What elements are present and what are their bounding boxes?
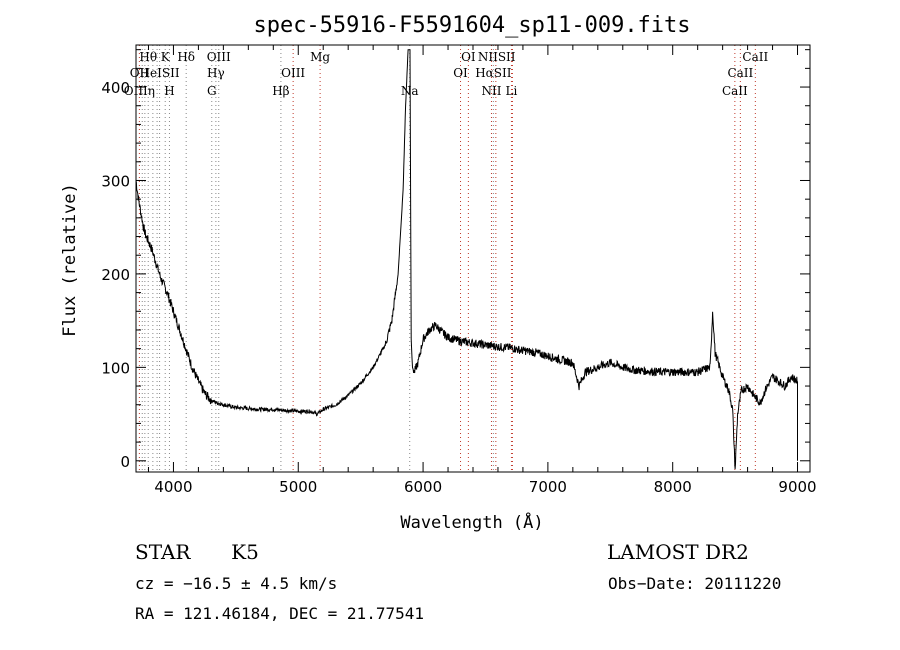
redshift-velocity: cz = −16.5 ± 4.5 km/s <box>135 574 338 593</box>
survey-name: LAMOST DR2 <box>607 540 749 564</box>
y-tick-label: 0 <box>120 453 130 471</box>
x-tick-label: 9000 <box>778 478 816 496</box>
object-class-value: STAR <box>135 540 191 564</box>
marker-label: Hθ <box>139 50 157 64</box>
marker-label: CaII <box>742 50 768 64</box>
object-class: STAR K5 <box>135 540 259 564</box>
coordinates: RA = 121.46184, DEC = 21.77541 <box>135 604 424 623</box>
marker-label: K <box>161 50 171 64</box>
marker-label: Li <box>506 84 518 98</box>
object-subclass: K5 <box>231 540 259 564</box>
marker-label: G <box>207 84 217 98</box>
y-axis-label: Flux (relative) <box>60 183 80 337</box>
marker-label: CaII <box>727 66 753 80</box>
observation-date: Obs−Date: 20111220 <box>608 574 782 593</box>
series-line <box>135 49 798 470</box>
y-axis: 0 100 200 300 400 <box>101 49 810 471</box>
marker-label: OIII <box>281 66 305 80</box>
x-axis: 4000 5000 6000 7000 8000 9000 <box>147 45 817 496</box>
marker-label: HαSII <box>475 66 512 80</box>
x-tick-label: 7000 <box>529 478 567 496</box>
marker-label: NII <box>481 84 501 98</box>
marker-label: NIISII <box>478 50 516 64</box>
x-axis-label: Wavelength (Å) <box>400 511 543 533</box>
marker-label: Hδ <box>177 50 195 64</box>
marker-label: OIIIη <box>124 84 155 98</box>
y-tick-label: 400 <box>101 79 130 97</box>
marker-label: OII <box>130 66 150 80</box>
y-tick-label: 100 <box>101 359 130 377</box>
marker-label: Mg <box>310 50 330 64</box>
marker-label: Hβ <box>272 84 289 98</box>
marker-label: Hγ <box>207 66 225 80</box>
marker-label: OI <box>461 50 476 64</box>
marker-label: HeISII <box>140 66 180 80</box>
x-tick-label: 4000 <box>154 478 192 496</box>
y-tick-label: 200 <box>101 266 130 284</box>
x-tick-label: 8000 <box>654 478 692 496</box>
marker-label: H <box>164 84 174 98</box>
x-tick-label: 6000 <box>404 478 442 496</box>
marker-label: CaII <box>722 84 748 98</box>
marker-label: OI <box>453 66 468 80</box>
marker-label: OIII <box>207 50 231 64</box>
x-tick-label: 5000 <box>279 478 317 496</box>
y-tick-label: 300 <box>101 172 130 190</box>
chart-title: spec-55916-F5591604_sp11-009.fits <box>253 13 690 38</box>
